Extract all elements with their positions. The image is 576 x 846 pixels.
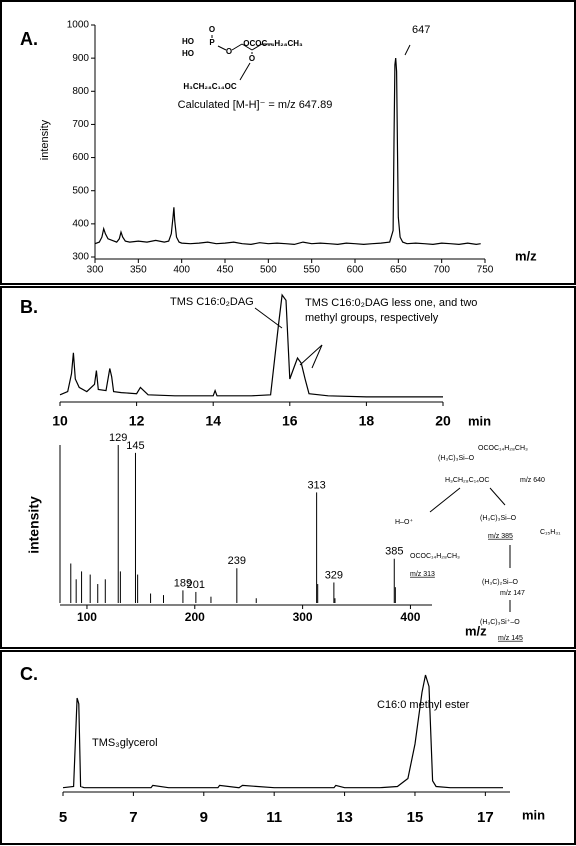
- annotation-pointer: [299, 344, 323, 366]
- peak-label: 201: [187, 579, 205, 591]
- scheme-arrows: [429, 487, 511, 612]
- scheme-label: (H₃C)₃Si–O: [438, 455, 475, 462]
- scheme-label: C₁₅H₃₁: [540, 529, 561, 536]
- y-tick-label: 600: [72, 152, 89, 163]
- peak-label: 385: [385, 546, 403, 558]
- annotation-pointer: [311, 344, 323, 369]
- peak-label: 129: [109, 432, 127, 444]
- x-tick-label: 650: [390, 265, 407, 276]
- peak-label: 189: [174, 577, 192, 589]
- annotation: methyl groups, respectively: [305, 312, 439, 324]
- peak-label: 313: [307, 479, 325, 491]
- structure-label: OCOC₁₄H₂₈CH₃: [243, 39, 303, 48]
- x-tick-label: 20: [435, 413, 451, 429]
- x-tick-label: 300: [293, 610, 313, 624]
- x-tick-label: 350: [130, 265, 147, 276]
- annotation: TMS C16:0₂DAG less one, and two: [305, 297, 477, 309]
- scheme-label: (H₃C)₂Si–O: [482, 579, 518, 586]
- y-tick-label: 400: [72, 218, 89, 229]
- x-tick-label: 15: [407, 809, 424, 826]
- scheme-label: OCOC₁₄H₂₈CH₃: [478, 445, 528, 452]
- trace: [94, 58, 481, 246]
- annotation: Calculated [M-H]⁻ = m/z 647.89: [178, 99, 333, 111]
- x-tick-label: 750: [477, 265, 494, 276]
- y-tick-label: 700: [72, 119, 89, 130]
- y-axis-label: intensity: [26, 496, 42, 554]
- trace: [62, 674, 503, 789]
- x-tick-label: 400: [173, 265, 190, 276]
- panel-b-frame: [0, 286, 576, 649]
- x-tick-label: 200: [185, 610, 205, 624]
- x-tick-label: 12: [129, 413, 145, 429]
- x-tick-label: 600: [347, 265, 364, 276]
- panel-label: C.: [20, 664, 38, 684]
- panel-c-frame: [0, 650, 576, 845]
- x-tick-label: 100: [77, 610, 97, 624]
- x-tick-label: 550: [303, 265, 320, 276]
- panel-a-frame: [0, 0, 576, 285]
- x-tick-label: 400: [400, 610, 420, 624]
- structure-bonds: [211, 35, 272, 81]
- scheme-label: OCOC₁₄H₂₈CH₃: [410, 553, 460, 560]
- peak-label: 329: [325, 569, 343, 581]
- x-tick-label: 14: [205, 413, 221, 429]
- annotation: TMS C16:0₂DAG: [170, 296, 254, 308]
- x-axis-label: min: [522, 807, 545, 822]
- x-tick-label: 450: [217, 265, 234, 276]
- structure-label: O: [209, 25, 215, 34]
- scheme-label: m/z 145: [498, 635, 523, 642]
- x-axis-label: m/z: [465, 623, 487, 638]
- annotation: TMS₃glycerol: [92, 737, 158, 749]
- structure-label: O: [226, 47, 232, 56]
- scheme-label: m/z 313: [410, 571, 435, 578]
- scheme-label: (H₃C)₃Si⁺–O: [480, 618, 520, 626]
- panel-label: A.: [20, 29, 38, 49]
- x-tick-label: 5: [59, 809, 67, 826]
- x-tick-label: 16: [282, 413, 298, 429]
- scheme-label: m/z 385: [488, 533, 513, 540]
- y-axis-label: intensity: [39, 119, 51, 160]
- x-tick-label: 18: [359, 413, 375, 429]
- x-tick-label: 11: [266, 809, 282, 826]
- x-tick-label: 17: [477, 809, 494, 826]
- structure-label: O: [249, 54, 255, 63]
- peak-label: 239: [228, 555, 246, 567]
- y-tick-label: 500: [72, 185, 89, 196]
- x-tick-label: 7: [129, 809, 137, 826]
- y-tick-label: 300: [72, 252, 89, 263]
- x-tick-label: 300: [87, 265, 104, 276]
- peak-label: 145: [126, 440, 144, 452]
- scheme-label: (H₃C)₃Si–O: [480, 515, 517, 522]
- structure-label: HO: [182, 49, 194, 58]
- annotation: 647: [412, 24, 430, 36]
- x-axis-label: min: [468, 413, 491, 428]
- y-tick-label: 800: [72, 86, 89, 97]
- panel-label: B.: [20, 297, 38, 317]
- x-tick-label: 13: [336, 809, 353, 826]
- scheme-label: H–O⁺: [395, 518, 413, 526]
- structure-label: HO: [182, 37, 194, 46]
- y-tick-label: 900: [72, 53, 89, 64]
- x-axis-label: m/z: [515, 248, 537, 263]
- x-tick-label: 700: [433, 265, 450, 276]
- structure-label: H₃CH₂₈C₁₄OC: [183, 82, 236, 91]
- x-tick-label: 10: [52, 413, 68, 429]
- x-tick-label: 500: [260, 265, 277, 276]
- annotation-pointer: [254, 307, 283, 329]
- y-tick-label: 1000: [67, 20, 90, 31]
- scheme-label: m/z 640: [520, 477, 545, 484]
- structure-label: P: [209, 38, 215, 47]
- trace: [59, 293, 443, 398]
- x-tick-label: 9: [200, 809, 208, 826]
- annotation: C16:0 methyl ester: [377, 699, 470, 711]
- scheme-label: m/z 147: [500, 590, 525, 597]
- scheme-label: H₃CH₂₈C₁₄OC: [445, 477, 489, 484]
- peak-pointer: [404, 44, 411, 56]
